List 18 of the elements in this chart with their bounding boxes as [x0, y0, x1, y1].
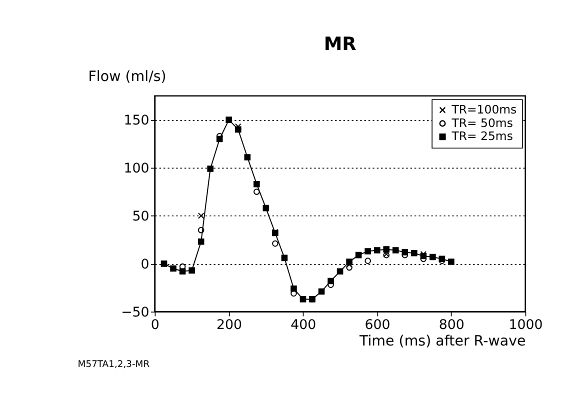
y-axis-title: Flow (ml/s) [88, 69, 166, 86]
y-tick-label: 0 [140, 257, 150, 272]
y-tick-label: −50 [121, 305, 150, 320]
x-axis-title: Time (ms) after R-wave [358, 334, 526, 350]
y-tick-label: 50 [132, 209, 150, 224]
legend-label: TR= 25ms [450, 129, 513, 144]
chart-title: MR [324, 34, 356, 55]
legend-label: TR=100ms [450, 102, 517, 116]
x-tick-label: 600 [364, 318, 390, 333]
x-tick-label: 400 [290, 318, 316, 333]
x-tick-label: 0 [150, 318, 160, 333]
legend-label: TR= 50ms [450, 116, 513, 130]
x-tick-label: 800 [438, 318, 464, 333]
y-tick-label: 100 [124, 161, 150, 176]
y-tick-label: 150 [124, 113, 150, 128]
x-tick-label: 200 [216, 318, 242, 333]
x-tick-label: 1000 [508, 318, 543, 333]
text: M57TA1,2,3-MR [78, 358, 150, 370]
